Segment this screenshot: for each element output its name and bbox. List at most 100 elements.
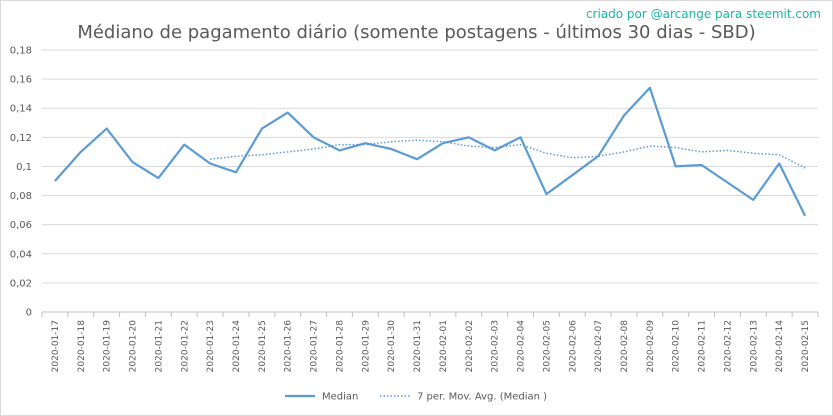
data-point (234, 154, 238, 158)
chart-title: Médiano de pagamento diário (somente pos… (77, 22, 756, 43)
x-tick-label: 2020-01-18 (77, 320, 87, 373)
data-point (286, 150, 290, 154)
series-line-1 (210, 139, 806, 169)
data-point (777, 153, 781, 157)
data-point (208, 157, 212, 161)
data-point (415, 138, 419, 142)
x-tick-label: 2020-01-23 (206, 320, 216, 372)
data-point (467, 136, 471, 140)
data-point (208, 162, 212, 166)
x-tick-label: 2020-02-14 (775, 320, 785, 373)
x-tick-label: 2020-01-29 (361, 320, 371, 373)
data-point (622, 114, 626, 118)
data-point (519, 136, 523, 140)
x-tick-label: 2020-01-21 (154, 320, 164, 372)
gridlines (42, 49, 818, 313)
data-point (364, 143, 368, 147)
data-point (726, 181, 730, 185)
data-point (105, 127, 109, 131)
x-tick-label: 2020-01-25 (258, 320, 268, 372)
data-point (700, 163, 704, 167)
data-point (493, 146, 497, 150)
data-point (700, 150, 704, 154)
data-point (752, 152, 756, 156)
x-tick-label: 2020-02-01 (439, 320, 449, 372)
data-point (803, 214, 807, 218)
y-tick-label: 0,18 (10, 46, 32, 57)
x-tick-label: 2020-01-24 (232, 320, 242, 373)
x-tick-label: 2020-02-09 (646, 320, 656, 373)
x-tick-label: 2020-01-27 (310, 320, 320, 372)
data-point (777, 162, 781, 166)
y-tick-label: 0,16 (10, 75, 32, 86)
y-tick-label: 0,1 (16, 162, 32, 173)
series-lines (53, 86, 807, 218)
data-point (53, 179, 57, 183)
data-point (596, 154, 600, 158)
data-point (131, 160, 135, 164)
data-point (752, 198, 756, 202)
x-tick-label: 2020-02-11 (698, 320, 708, 372)
data-point (441, 140, 445, 144)
y-axis-ticks: 0 0,02 0,04 0,06 0,08 0,1 0,12 0,14 0,16 0,18 (10, 46, 32, 319)
data-point (312, 136, 316, 140)
x-tick-label: 2020-01-17 (51, 320, 61, 372)
x-tick-label: 2020-02-04 (517, 320, 527, 373)
data-point (648, 86, 652, 90)
data-point (286, 111, 290, 115)
data-point (519, 143, 523, 147)
x-tick-label: 2020-01-30 (387, 320, 397, 373)
x-tick-label: 2020-01-22 (180, 320, 190, 372)
data-point (570, 156, 574, 160)
y-tick-label: 0,02 (10, 278, 32, 289)
x-tick-label: 2020-02-07 (594, 320, 604, 372)
legend-label-0: Median (322, 392, 358, 403)
x-tick-label: 2020-02-05 (542, 320, 552, 372)
x-axis-ticks: 2020-01-17 2020-01-18 2020-01-19 2020-01-20… (41, 311, 819, 373)
y-tick-label: 0,12 (10, 133, 32, 144)
x-tick-label: 2020-02-15 (801, 320, 811, 372)
data-point (338, 143, 342, 147)
legend: Median 7 per. Mov. Avg. (Median ) (285, 392, 547, 403)
data-point (674, 165, 678, 169)
data-point (545, 152, 549, 156)
x-tick-label: 2020-02-10 (672, 320, 682, 373)
x-tick-label: 2020-02-02 (465, 320, 475, 372)
x-tick-label: 2020-02-08 (620, 320, 630, 373)
data-point (622, 150, 626, 154)
data-point (467, 144, 471, 148)
data-point (545, 192, 549, 196)
credit-text: criado por @arcange para steemit.com (585, 7, 821, 21)
data-point (182, 143, 186, 147)
data-point (389, 140, 393, 144)
x-tick-label: 2020-01-26 (284, 320, 294, 373)
legend-label-1: 7 per. Mov. Avg. (Median ) (417, 392, 547, 403)
data-point (726, 149, 730, 153)
data-point (674, 146, 678, 150)
data-point (338, 149, 342, 153)
y-tick-label: 0,08 (10, 191, 32, 202)
data-point (389, 147, 393, 151)
data-point (415, 157, 419, 161)
y-tick-label: 0 (26, 308, 32, 319)
x-tick-label: 2020-02-13 (749, 320, 759, 372)
x-tick-label: 2020-02-12 (723, 320, 733, 372)
x-tick-label: 2020-02-06 (568, 320, 578, 373)
data-point (312, 147, 316, 151)
data-point (157, 176, 161, 180)
data-point (260, 153, 264, 157)
y-tick-label: 0,06 (10, 220, 32, 231)
y-tick-label: 0,14 (10, 104, 32, 115)
data-point (260, 127, 264, 131)
y-tick-label: 0,04 (10, 249, 32, 260)
data-point (570, 173, 574, 177)
x-tick-label: 2020-01-20 (129, 320, 139, 373)
data-point (803, 166, 807, 170)
x-tick-label: 2020-01-28 (335, 320, 345, 373)
x-tick-label: 2020-02-03 (491, 320, 501, 372)
x-tick-label: 2020-01-19 (103, 320, 113, 373)
x-tick-label: 2020-01-31 (413, 320, 423, 372)
data-point (234, 170, 238, 174)
